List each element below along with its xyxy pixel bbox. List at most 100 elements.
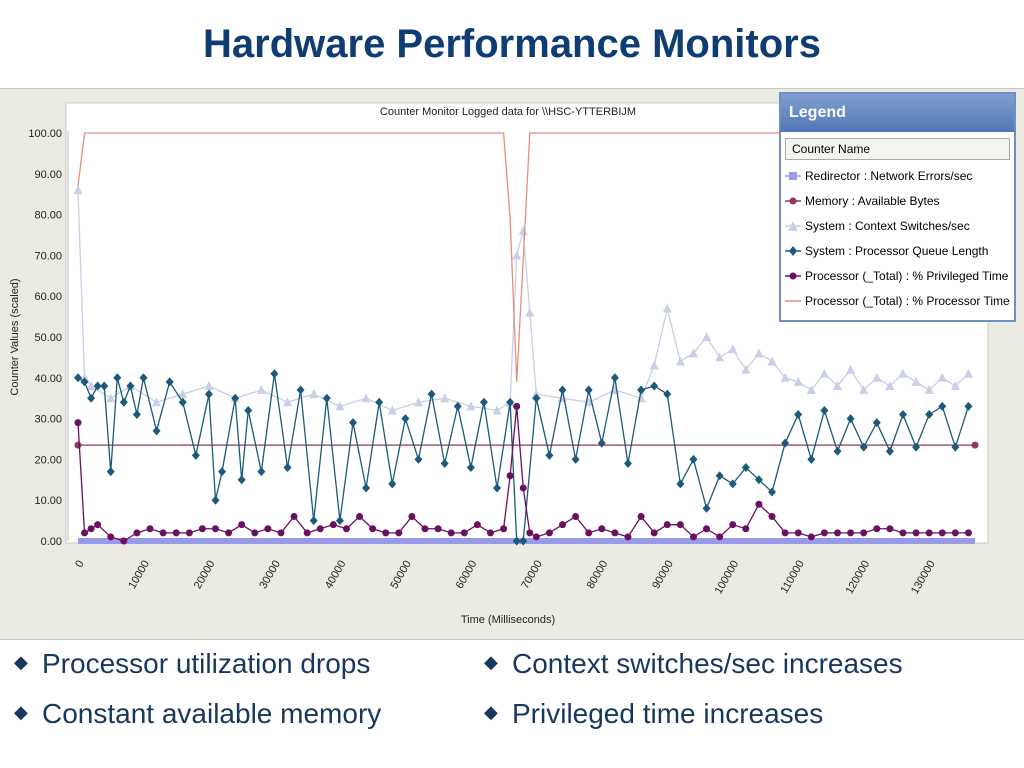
- data-point: [675, 356, 685, 366]
- legend-header: Legend: [781, 94, 1014, 132]
- data-point: [283, 463, 292, 473]
- data-point: [794, 529, 802, 537]
- data-point: [781, 529, 789, 537]
- data-point: [322, 393, 331, 403]
- diamond-bullet-icon: ◆: [14, 652, 28, 673]
- x-tick-label: 130000: [909, 559, 938, 597]
- legend-item[interactable]: Redirector : Network Errors/sec: [781, 164, 1014, 189]
- x-tick-label: 80000: [585, 559, 611, 591]
- data-point: [806, 385, 816, 395]
- data-point: [165, 377, 174, 387]
- bullet-item: ◆ Context switches/sec increases: [484, 648, 903, 680]
- data-point: [532, 393, 541, 403]
- data-point: [87, 393, 96, 403]
- data-point: [506, 472, 514, 480]
- data-point: [886, 525, 894, 533]
- data-point: [107, 533, 115, 541]
- data-point: [74, 419, 82, 427]
- data-point: [793, 376, 803, 386]
- data-point: [755, 500, 763, 508]
- data-point: [159, 529, 167, 537]
- data-point: [290, 513, 298, 521]
- legend-item-label: System : Processor Queue Length: [805, 244, 989, 258]
- data-point: [257, 467, 266, 477]
- legend-list: Redirector : Network Errors/sec Memory : …: [781, 164, 1014, 314]
- x-tick-label: 110000: [778, 559, 806, 596]
- data-point: [512, 536, 521, 546]
- legend-item[interactable]: Memory : Available Bytes: [781, 189, 1014, 214]
- data-point: [911, 376, 921, 386]
- data-point: [780, 372, 790, 382]
- data-point: [132, 410, 141, 420]
- data-point: [395, 529, 403, 537]
- y-tick-label: 40.00: [34, 373, 62, 385]
- legend-item[interactable]: System : Context Switches/sec: [781, 214, 1014, 239]
- data-point: [938, 529, 946, 537]
- data-point: [427, 389, 436, 399]
- bullet-item: ◆ Processor utilization drops: [14, 648, 370, 680]
- data-point: [676, 479, 685, 489]
- data-point: [689, 533, 697, 541]
- x-tick-label: 40000: [323, 559, 349, 591]
- data-point: [152, 426, 161, 436]
- data-point: [342, 525, 350, 533]
- data-point: [185, 529, 193, 537]
- legend-item[interactable]: Processor (_Total) : % Privileged Time: [781, 264, 1014, 289]
- data-point: [356, 513, 364, 521]
- data-point: [820, 405, 829, 415]
- legend-item-label: Processor (_Total) : % Processor Time: [805, 294, 1010, 308]
- data-point: [466, 463, 475, 473]
- diamond-bullet-icon: ◆: [14, 702, 28, 723]
- data-point: [178, 389, 188, 399]
- performance-chart: Counter Monitor Logged data for \\HSC-YT…: [9, 102, 989, 626]
- data-point: [492, 405, 502, 415]
- data-point: [768, 513, 776, 521]
- data-point: [898, 410, 907, 420]
- x-tick-label: 20000: [192, 559, 218, 591]
- x-tick-label: 60000: [454, 559, 480, 591]
- legend-item[interactable]: Processor (_Total) : % Processor Time: [781, 289, 1014, 314]
- data-point: [94, 521, 102, 529]
- data-point: [296, 385, 305, 395]
- data-point: [834, 529, 842, 537]
- data-point: [526, 529, 534, 537]
- x-tick-label: 90000: [650, 559, 676, 591]
- data-point: [545, 450, 554, 460]
- y-tick-label: 80.00: [34, 210, 62, 222]
- series-3: [74, 369, 973, 546]
- data-point: [912, 529, 920, 537]
- data-point: [663, 521, 671, 529]
- data-point: [388, 479, 397, 489]
- triangle-swatch-icon: [785, 221, 801, 231]
- data-point: [729, 521, 737, 529]
- data-point: [447, 529, 455, 537]
- data-point: [270, 369, 279, 379]
- data-point: [237, 475, 246, 485]
- data-point: [688, 348, 698, 358]
- data-point: [872, 418, 881, 428]
- data-point: [716, 533, 724, 541]
- data-point: [218, 467, 227, 477]
- data-point: [408, 513, 416, 521]
- data-point: [86, 380, 96, 390]
- data-point: [767, 356, 777, 366]
- data-point: [703, 525, 711, 533]
- data-point: [152, 397, 162, 407]
- data-point: [794, 410, 803, 420]
- data-point: [277, 529, 285, 537]
- data-point: [650, 381, 659, 391]
- data-point: [283, 397, 293, 407]
- data-point: [559, 521, 567, 529]
- data-point: [715, 471, 724, 481]
- data-point: [309, 389, 319, 399]
- data-point: [74, 373, 82, 383]
- data-point: [87, 525, 95, 533]
- legend-column-header[interactable]: Counter Name: [785, 138, 1010, 160]
- data-point: [846, 414, 855, 424]
- data-point: [964, 401, 973, 411]
- legend-item[interactable]: System : Processor Queue Length: [781, 239, 1014, 264]
- y-tick-label: 20.00: [34, 454, 62, 466]
- data-point: [421, 525, 429, 533]
- data-point: [925, 410, 934, 420]
- data-point: [637, 385, 646, 395]
